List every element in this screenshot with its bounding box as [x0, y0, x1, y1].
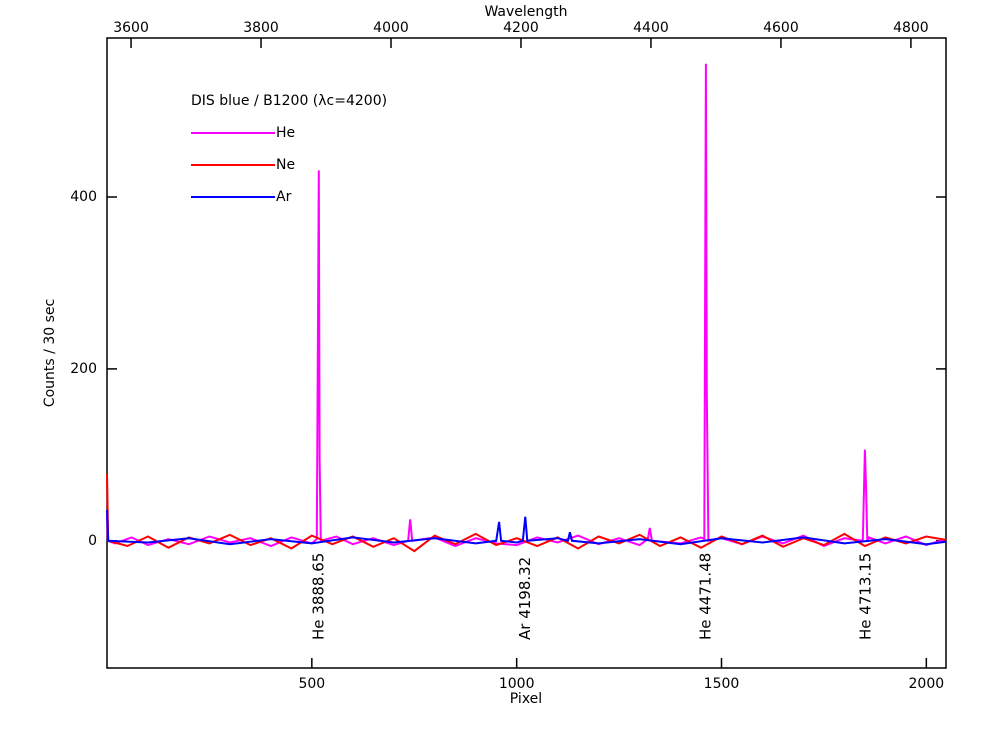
y-axis-label: Counts / 30 sec: [42, 299, 58, 407]
y-tick-label: 400: [70, 189, 97, 205]
legend-label: Ne: [276, 157, 295, 173]
line-annotation: He 3888.65: [309, 553, 327, 640]
x-tick-label: 2000: [909, 676, 945, 692]
x-tick-label: 500: [298, 676, 325, 692]
x2-tick-label: 3800: [243, 20, 279, 36]
y-tick-label: 0: [88, 533, 97, 549]
x2-tick-label: 4600: [763, 20, 799, 36]
plot-frame: [106, 37, 947, 669]
line-annotation: He 4713.15: [857, 553, 875, 640]
x2-axis-label: Wavelength: [484, 4, 567, 20]
legend-label: Ar: [276, 189, 292, 205]
line-annotation: He 4471.48: [696, 553, 714, 640]
series-line: [106, 509, 947, 546]
legend-label: He: [276, 125, 295, 141]
x-axis-label: Pixel: [510, 691, 542, 707]
x-tick-label: 1500: [704, 676, 740, 692]
line-annotation: Ar 4198.32: [516, 557, 534, 640]
x2-tick-label: 4800: [893, 20, 929, 36]
x2-tick-label: 4000: [373, 20, 409, 36]
legend-title: DIS blue / B1200 (λc=4200): [191, 93, 387, 109]
x2-tick-label: 3600: [113, 20, 149, 36]
x2-tick-label: 4400: [633, 20, 669, 36]
x2-tick-label: 4200: [503, 20, 539, 36]
series-line: [106, 63, 947, 548]
y-tick-label: 200: [70, 361, 97, 377]
x-tick-label: 1000: [499, 676, 535, 692]
